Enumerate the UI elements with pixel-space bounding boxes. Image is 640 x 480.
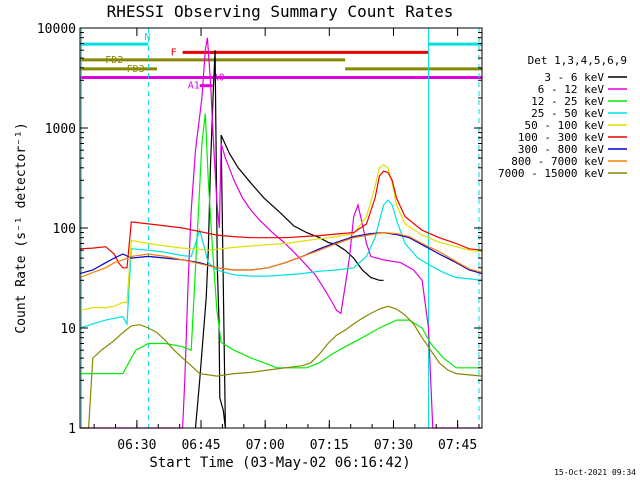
series-100-300-kev [79, 170, 483, 269]
x-axis: 06:30 06:45 07:00 07:15 07:30 07:45 [93, 28, 480, 453]
series-800-7000-kev [79, 231, 483, 279]
series-6-12-kev [80, 37, 482, 429]
x-tick-label: 06:45 [181, 438, 220, 453]
flag-label-fd3: FD3 [127, 64, 145, 75]
y-tick-label: 1000 [45, 122, 76, 137]
series-12-25-kev [80, 113, 482, 375]
flag-bars: N F FD2 FD3 A0 A1 [80, 32, 482, 92]
flag-label-a1: A1 [188, 81, 200, 92]
y-tick-label: 10000 [37, 22, 76, 37]
legend-label-300-800-kev: 300 - 800 keV [518, 143, 604, 156]
flag-label-fd2: FD2 [105, 55, 123, 66]
legend-label-7000-15000-kev: 7000 - 15000 keV [498, 167, 604, 180]
x-tick-label: 07:00 [246, 438, 285, 453]
series-lines [79, 37, 483, 429]
flag-label-a0: A0 [213, 72, 225, 83]
legend-label-6-12-kev: 6 - 12 keV [538, 83, 605, 96]
chart-title: RHESSI Observing Summary Count Rates [107, 2, 454, 21]
legend-label-3-6-kev: 3 - 6 keV [544, 71, 604, 84]
y-axis: 10000 1000 100 10 1 [37, 22, 482, 437]
x-tick-label: 06:30 [117, 438, 156, 453]
legend-label-50-100-kev: 50 - 100 keV [525, 119, 605, 132]
series-7000-15000-kev [80, 305, 483, 429]
plot-area: N F FD2 FD3 A0 A1 [79, 27, 483, 429]
y-tick-label: 100 [53, 222, 76, 237]
legend-label-800-7000-kev: 800 - 7000 keV [511, 155, 604, 168]
y-tick-label: 10 [60, 322, 76, 337]
x-axis-label: Start Time (03-May-02 06:16:42) [149, 455, 410, 471]
x-tick-label: 07:30 [374, 438, 413, 453]
series-3-6-kev [194, 50, 384, 429]
series-50-100-kev [79, 163, 483, 311]
legend-label-25-50-kev: 25 - 50 keV [531, 107, 604, 120]
flag-label-n: N [144, 32, 150, 43]
legend-label-12-25-kev: 12 - 25 keV [531, 95, 604, 108]
series-25-50-kev [79, 199, 483, 329]
flag-label-f: F [171, 47, 177, 58]
y-tick-label: 1 [68, 422, 76, 437]
legend-label-100-300-kev: 100 - 300 keV [518, 131, 604, 144]
x-tick-label: 07:15 [310, 438, 349, 453]
legend-title: Det 1,3,4,5,6,9 [528, 54, 627, 67]
footer-date: 15-Oct-2021 09:34 [554, 468, 636, 477]
x-tick-label: 07:45 [438, 438, 477, 453]
y-axis-label: Count Rate (s⁻¹ detector⁻¹) [14, 122, 29, 333]
series-300-800-kev [79, 231, 483, 275]
